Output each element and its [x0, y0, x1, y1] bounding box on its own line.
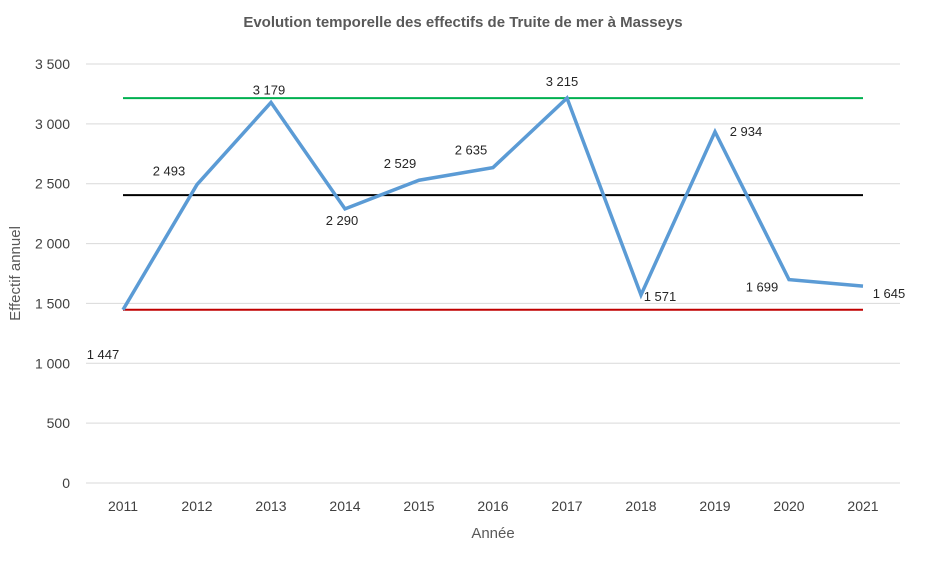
x-tick-label: 2011: [108, 498, 138, 514]
y-tick-label: 1 000: [35, 355, 70, 371]
x-tick-label: 2016: [477, 498, 508, 514]
data-label: 3 179: [253, 82, 286, 97]
data-label: 2 493: [153, 164, 186, 179]
x-axis-tick-labels: 2011 2012 2013 2014 2015 2016 2017 2018 2019 2020…: [108, 498, 879, 514]
y-tick-label: 3 500: [35, 56, 70, 72]
data-label: 3 215: [546, 74, 579, 89]
data-label: 2 635: [455, 143, 488, 158]
y-tick-label: 2 000: [35, 236, 70, 252]
y-tick-label: 2 500: [35, 176, 70, 192]
data-label: 1 571: [644, 289, 677, 304]
x-tick-label: 2014: [329, 498, 360, 514]
x-tick-label: 2013: [255, 498, 286, 514]
data-labels: 1 447 2 493 3 179 2 290 2 529 2 635 3 215 1 571…: [87, 74, 906, 362]
y-tick-label: 0: [62, 475, 70, 491]
x-tick-label: 2020: [773, 498, 804, 514]
data-label: 1 447: [87, 347, 120, 362]
gridlines: [86, 63, 900, 484]
x-tick-label: 2012: [181, 498, 212, 514]
y-axis-tick-labels: 0 500 1 000 1 500 2 000 2 500 3 000 3 500: [35, 56, 70, 491]
data-label: 2 934: [730, 124, 763, 139]
y-tick-label: 3 000: [35, 116, 70, 132]
x-tick-label: 2019: [699, 498, 730, 514]
data-label: 2 529: [384, 156, 417, 171]
x-tick-label: 2018: [625, 498, 656, 514]
x-axis-title: Année: [471, 525, 514, 542]
series-line: [121, 95, 864, 311]
y-axis-title: Effectif annuel: [7, 226, 24, 321]
series-line-path: [121, 95, 864, 311]
data-label: 1 699: [746, 280, 779, 295]
x-tick-label: 2021: [847, 498, 878, 514]
data-label: 2 290: [326, 213, 359, 228]
reference-lines: [123, 97, 863, 311]
x-tick-label: 2015: [403, 498, 434, 514]
data-label: 1 645: [873, 286, 906, 301]
x-tick-label: 2017: [551, 498, 582, 514]
y-tick-label: 1 500: [35, 295, 70, 311]
chart-title: Evolution temporelle des effectifs de Tr…: [243, 14, 682, 31]
y-tick-label: 500: [47, 415, 71, 431]
